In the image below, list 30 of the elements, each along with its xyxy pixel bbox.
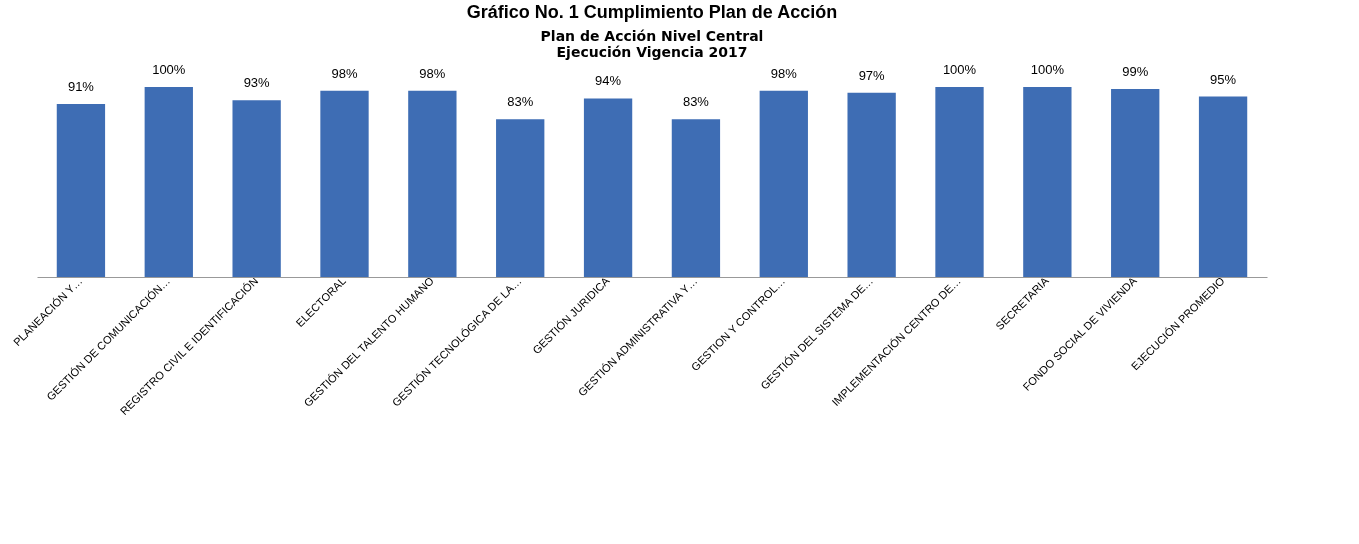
bar [56, 104, 106, 277]
bar [496, 119, 545, 277]
data-label: 98% [331, 65, 358, 81]
bar [847, 92, 896, 277]
bar [408, 90, 457, 277]
data-label: 83% [682, 94, 710, 110]
bar [759, 90, 808, 277]
bar [671, 119, 721, 277]
bar [144, 87, 193, 277]
bar [232, 100, 281, 277]
data-label: 83% [507, 94, 534, 110]
chart-subtitle: Plan de Acción Nivel Central Ejecución Vigencia 2017 [540, 28, 764, 60]
data-label: 97% [858, 67, 886, 83]
data-label: 94% [595, 73, 622, 89]
data-label: 98% [770, 65, 798, 81]
data-label: 91% [67, 79, 95, 95]
data-label: 100% [942, 62, 977, 77]
chart-title: Gráfico No. 1 Cumplimiento Plan de Acción [466, 2, 838, 22]
bar [1111, 88, 1160, 277]
bar [1023, 87, 1072, 277]
bar [935, 87, 984, 277]
data-label: 99% [1122, 63, 1149, 79]
data-label: 95% [1210, 71, 1237, 87]
data-label: 100% [152, 62, 186, 77]
data-label: 100% [1030, 62, 1065, 77]
data-label: 98% [419, 65, 446, 81]
data-label: 93% [243, 75, 271, 91]
bar [1198, 96, 1248, 277]
bar [583, 98, 633, 277]
bar [320, 90, 369, 277]
